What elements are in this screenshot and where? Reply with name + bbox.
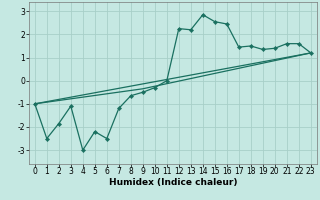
X-axis label: Humidex (Indice chaleur): Humidex (Indice chaleur) (108, 178, 237, 187)
